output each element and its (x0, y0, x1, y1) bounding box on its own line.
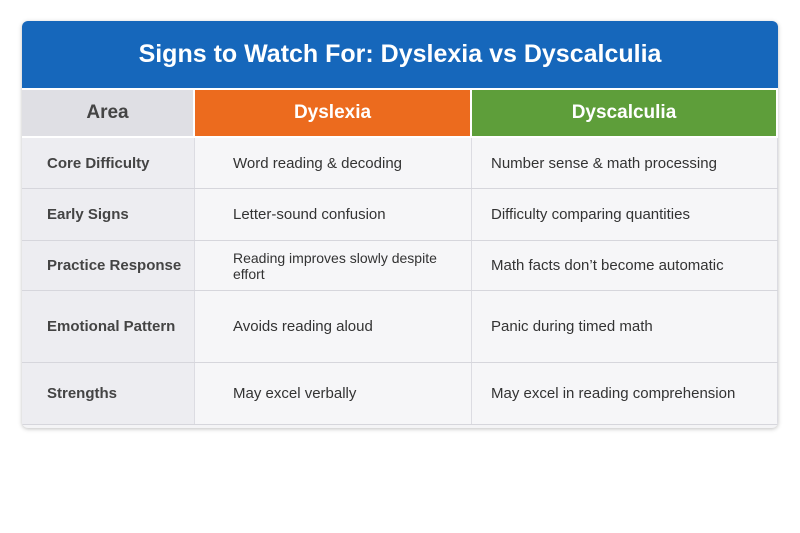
cell-area: Practice Response (22, 241, 195, 290)
table-row: Core Difficulty Word reading & decoding Nu… (22, 138, 778, 189)
header-dyscalculia: Dyscalculia (472, 90, 778, 136)
cell-area: Core Difficulty (22, 138, 195, 188)
cell-dyslexia: Reading improves slowly despite effort (195, 241, 472, 290)
table-row: Emotional Pattern Avoids reading aloud Pan… (22, 291, 778, 363)
cell-dyscalculia: Panic during timed math (472, 291, 778, 362)
comparison-table: Signs to Watch For: Dyslexia vs Dyscalcu… (22, 21, 778, 428)
cell-dyscalculia: May excel in reading comprehension (472, 363, 778, 424)
cell-dyslexia: Avoids reading aloud (195, 291, 472, 362)
header-area: Area (22, 90, 195, 136)
table-row: Practice Response Reading improves slowly… (22, 241, 778, 291)
cell-dyscalculia: Number sense & math processing (472, 138, 778, 188)
cell-dyslexia: Letter-sound confusion (195, 189, 472, 240)
cell-dyslexia: May excel verbally (195, 363, 472, 424)
cell-area: Early Signs (22, 189, 195, 240)
header-dyslexia: Dyslexia (195, 90, 472, 136)
cell-dyslexia: Word reading & decoding (195, 138, 472, 188)
table-row: Early Signs Letter-sound confusion Difficu… (22, 189, 778, 241)
table-title: Signs to Watch For: Dyslexia vs Dyscalcu… (22, 21, 778, 90)
table-row: Strengths May excel verbally May excel in … (22, 363, 778, 425)
header-row: Area Dyslexia Dyscalculia (22, 90, 778, 138)
cell-area: Emotional Pattern (22, 291, 195, 362)
cell-dyscalculia: Difficulty comparing quantities (472, 189, 778, 240)
cell-dyscalculia: Math facts don’t become automatic (472, 241, 778, 290)
cell-area: Strengths (22, 363, 195, 424)
